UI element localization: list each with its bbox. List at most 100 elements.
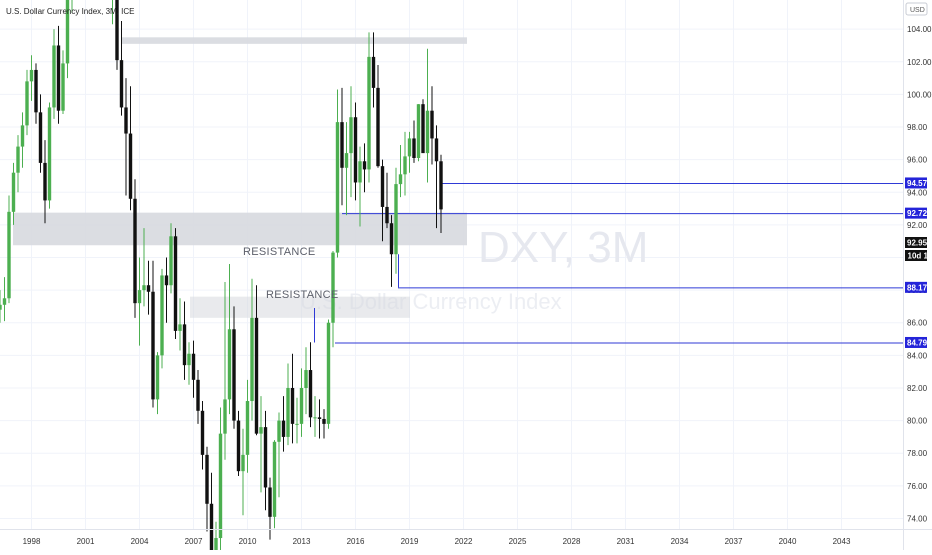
candle-body [336,122,339,252]
candle-body [205,455,208,504]
level-price-value: 88.17 [907,283,928,292]
y-tick-label: 86.00 [907,319,928,328]
x-tick-label: 2013 [293,537,311,546]
candle-body [318,417,321,419]
candle-body [291,388,294,424]
symbol-title[interactable]: U.S. Dollar Currency Index, 3M, ICE [6,7,134,16]
candle-body [421,104,424,153]
candle-body [381,166,384,207]
candle-body [255,318,258,434]
candle-body [147,285,150,292]
x-tick-label: 2040 [779,537,797,546]
candle-body [228,329,231,399]
candle-body [25,81,28,125]
candle-body [367,57,370,170]
candle-body [48,107,51,200]
candle-body [300,388,303,424]
candle-body [331,253,334,323]
level-price-value: 92.72 [907,209,928,218]
candle-body [345,153,348,168]
candle-body [3,298,6,305]
y-tick-label: 94.00 [907,188,928,197]
x-tick-label: 2016 [347,537,365,546]
candle-body [21,125,24,146]
candle-body [394,184,397,254]
candle-body [174,236,177,331]
candle-body [133,199,136,303]
candle-body [169,236,172,285]
x-tick-label: 2034 [671,537,689,546]
candle-body [39,112,42,163]
countdown-value: 10d 1h [908,252,932,261]
candle-body [403,156,406,174]
candle-body [210,504,213,550]
x-tick-label: 2037 [725,537,743,546]
y-tick-label: 74.00 [907,514,928,523]
candle-body [183,324,186,365]
candle-body [165,275,168,285]
candle-body [412,138,415,158]
x-tick-label: 2010 [239,537,257,546]
current-price-value: 92.95 [907,239,928,248]
currency-selector[interactable]: USD [906,3,927,15]
candle-body [201,411,204,455]
y-tick-label: 92.00 [907,221,928,230]
y-tick-label: 96.00 [907,156,928,165]
candle-body [327,323,330,424]
y-tick-label: 84.00 [907,351,928,360]
candle-body [385,207,388,223]
candle-body [376,88,379,166]
x-tick-label: 2025 [509,537,527,546]
candle-body [417,104,420,158]
candle-body [313,417,316,418]
candle-body [124,107,127,133]
level-price-value: 94.57 [907,179,928,188]
resistance-label-upper: RESISTANCE [243,246,315,258]
y-tick-label: 78.00 [907,449,928,458]
resistance-zone [13,213,467,246]
candle-body [187,354,190,365]
candle-body [178,324,181,331]
candle-body [295,424,298,425]
candle-body [250,318,253,401]
candle-body [12,173,15,212]
candle-body [430,111,433,139]
candle-body [223,399,226,433]
candle-body [273,442,276,517]
candle-body [142,285,145,290]
candle-body [268,487,271,516]
candle-body [358,161,361,182]
candle-body [282,421,285,437]
candle-body [57,45,60,110]
resistance-zone [122,37,467,44]
candle-body [277,421,280,442]
y-tick-label: 102.00 [907,58,932,67]
candle-body [259,427,262,434]
candle-body [390,223,393,254]
currency-label: USD [910,7,925,14]
candle-body [241,455,244,471]
y-tick-label: 80.00 [907,417,928,426]
candle-body [304,370,307,388]
y-tick-label: 100.00 [907,90,932,99]
candle-body [237,421,240,472]
x-tick-label: 2019 [401,537,419,546]
candle-body [309,370,312,417]
candle-body [34,70,37,112]
candle-body [138,290,141,303]
candle-body [151,292,154,400]
x-tick-label: 2004 [131,537,149,546]
candle-body [52,45,55,107]
x-tick-label: 1998 [23,537,41,546]
x-tick-label: 2022 [455,537,473,546]
level-price-value: 84.79 [907,338,928,347]
resistance-label-lower: RESISTANCE [266,289,338,301]
candle-body [30,70,33,81]
candle-body [7,212,10,298]
candle-body [354,117,357,182]
candle-body [219,434,222,538]
candle-body [286,388,289,437]
symbol-header[interactable]: U.S. Dollar Currency Index, 3M, ICE [6,7,134,16]
